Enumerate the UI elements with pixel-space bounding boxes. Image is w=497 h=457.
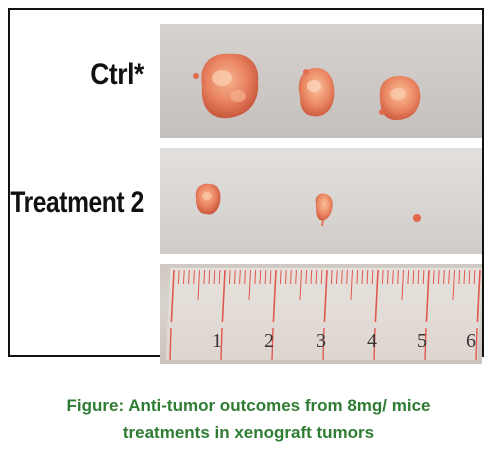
ruler-tick (407, 269, 410, 285)
ruler-tick (341, 269, 343, 285)
tumor-treat-2 (315, 193, 333, 227)
caption-line-1: Figure: Anti-tumor outcomes from 8mg/ mi… (66, 396, 431, 415)
ruler-tick (366, 269, 369, 285)
ruler-tick (392, 269, 394, 285)
ruler-tick (221, 269, 226, 323)
ruler-tick (361, 269, 364, 285)
ruler-tick (269, 269, 272, 285)
tumor-treat-1 (195, 183, 221, 215)
tumor-ctrl-1 (193, 53, 259, 119)
ruler-tick (422, 269, 425, 285)
ruler-number-4: 4 (367, 330, 377, 352)
ruler-tick (264, 269, 267, 285)
ruler-tick (183, 269, 185, 285)
ruler-tick (443, 269, 445, 285)
ruler-tick (208, 269, 211, 285)
ruler-tick (374, 269, 379, 323)
ruler-tick (218, 269, 221, 285)
ruler-number-6: 6 (466, 330, 476, 352)
ruler-tick (203, 269, 206, 285)
tumor-ctrl-2 (298, 68, 335, 117)
ruler-tick (401, 269, 404, 301)
ruler-tick (213, 269, 216, 285)
tumor-treat-3 (413, 214, 421, 222)
ruler-tick (381, 269, 384, 285)
ruler-tick (248, 269, 251, 301)
ruler-number-3: 3 (316, 330, 326, 352)
ruler-major-tick (322, 327, 325, 361)
ruler-tick (254, 269, 257, 285)
ruler-tick (397, 269, 399, 285)
row-label-treatment: Treatment 2 (10, 186, 144, 219)
ruler-major-tick (220, 327, 223, 361)
ruler-tick (476, 269, 481, 323)
figure-caption: Figure: Anti-tumor outcomes from 8mg/ mi… (0, 392, 497, 446)
caption-line-2: treatments in xenograft tumors (122, 423, 375, 442)
ruler-tick (330, 269, 333, 285)
photo-ruler: 1 2 3 4 5 6 (160, 264, 482, 364)
ruler-tick (350, 269, 353, 301)
ruler-tick (336, 269, 338, 285)
ruler-tick (228, 269, 231, 285)
tumor-ctrl-3 (379, 76, 421, 120)
ruler-major-tick (271, 327, 274, 361)
ruler-tick (193, 269, 195, 285)
treatment-tumors-image (195, 183, 421, 227)
ruler-tick (259, 269, 262, 285)
ctrl-tumors-image (193, 53, 421, 120)
ruler-tick (371, 269, 374, 285)
ruler-number-5: 5 (417, 330, 427, 352)
ruler-number-1: 1 (212, 330, 222, 352)
ruler-tick (299, 269, 302, 301)
ruler-tick (320, 269, 323, 285)
ruler-tick (239, 269, 241, 285)
ruler-number-2: 2 (264, 330, 274, 352)
ruler-tick (448, 269, 450, 285)
ruler-tick (346, 269, 348, 285)
ruler-tick (290, 269, 292, 285)
ruler-tick (188, 269, 190, 285)
ruler-tick (295, 269, 297, 285)
ruler-ticks (169, 269, 481, 361)
ruler-major-tick (475, 327, 478, 361)
ruler-tick (356, 269, 359, 285)
ruler-tick (412, 269, 415, 285)
photo-ctrl-tumors (160, 24, 482, 138)
ruler-tick (432, 269, 435, 285)
ruler-tick (417, 269, 420, 285)
ruler-tick (244, 269, 246, 285)
ruler-tick (473, 269, 476, 285)
ruler-tick (452, 269, 455, 301)
ruler-tick (285, 269, 287, 285)
ruler-tick (463, 269, 466, 285)
photo-treatment-tumors (160, 148, 482, 254)
figure-panel: Ctrl* Treatment 2 (8, 8, 484, 364)
ruler-tick (310, 269, 313, 285)
ruler-tick (387, 269, 389, 285)
ruler-tick (425, 269, 430, 323)
ruler-major-tick (169, 327, 172, 361)
ruler-tick (177, 269, 180, 285)
ruler-major-tick (424, 327, 427, 361)
ruler-tick (272, 269, 277, 323)
ruler-tick (323, 269, 328, 323)
ruler-tick (197, 269, 200, 301)
ruler-tick (468, 269, 471, 285)
ruler-tick (234, 269, 236, 285)
ruler-tick (279, 269, 282, 285)
ruler-tick (315, 269, 318, 285)
ruler-tick (438, 269, 440, 285)
ruler-tick (305, 269, 308, 285)
ruler-tick (170, 269, 175, 323)
row-label-ctrl: Ctrl* (90, 58, 144, 91)
ruler-tick (458, 269, 461, 285)
ruler-major-tick (373, 327, 376, 361)
